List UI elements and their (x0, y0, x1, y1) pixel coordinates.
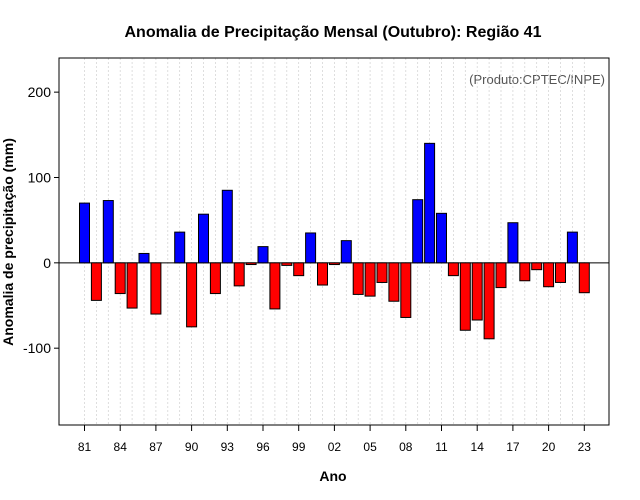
bar-1998 (281, 262, 293, 266)
bar-1984 (114, 262, 126, 295)
bar-2004 (352, 262, 364, 295)
bar-2011 (436, 212, 447, 264)
x-tick-label: 84 (114, 440, 128, 454)
bar-1992 (209, 262, 221, 295)
x-tick-label: 96 (256, 440, 270, 454)
bar-2003 (340, 240, 352, 264)
bar-2018 (519, 262, 531, 282)
x-tick-label: 87 (149, 440, 163, 454)
bar-2019 (531, 262, 543, 271)
x-axis: 81 84 87 90 93 96 99 02 05 08 11 14 17 20 23 (78, 425, 591, 454)
x-tick-label: 20 (542, 440, 556, 454)
bar-1983 (102, 200, 114, 264)
x-tick-label: 11 (435, 440, 448, 454)
x-tick-label: 17 (506, 440, 520, 454)
y-axis-label: Anomalia de precipitação (mm) (0, 138, 16, 346)
bar-2012 (447, 262, 459, 277)
bar-2016 (495, 262, 507, 289)
plot-frame (58, 57, 610, 426)
y-axis: -100 0 100 200 (23, 84, 59, 356)
bar-1999 (293, 262, 305, 277)
chart-title: Anomalia de Precipitação Mensal (Outubro… (125, 24, 542, 41)
x-tick-label: 08 (399, 440, 413, 454)
bars-group (79, 142, 590, 340)
bar-2008 (400, 262, 412, 318)
x-tick-label: 23 (578, 440, 592, 454)
bar-1991 (198, 213, 209, 264)
bar-1989 (174, 231, 186, 264)
credit-text: (Produto:CPTEC/INPE) (469, 72, 605, 87)
bar-2013 (459, 262, 471, 331)
bar-1996 (257, 246, 269, 264)
bar-2009 (412, 199, 424, 264)
bar-2020 (543, 262, 555, 288)
bar-1986 (138, 252, 150, 264)
bar-2005 (364, 262, 376, 297)
bar-2010 (424, 142, 436, 264)
bar-1994 (233, 262, 245, 287)
bar-1997 (269, 262, 281, 310)
bar-2001 (317, 262, 328, 286)
x-tick-label: 90 (185, 440, 199, 454)
bar-1993 (221, 189, 233, 264)
bar-2022 (566, 231, 578, 264)
y-tick-label: -100 (23, 340, 51, 356)
x-tick-label: 93 (221, 440, 235, 454)
x-tick-label: 05 (363, 440, 377, 454)
bar-1990 (186, 262, 198, 328)
bar-2014 (471, 262, 483, 321)
x-axis-label: Ano (319, 468, 346, 484)
bar-2000 (305, 232, 317, 264)
x-tick-label: 81 (78, 440, 92, 454)
bar-1987 (150, 262, 162, 315)
x-tick-label: 02 (328, 440, 342, 454)
bar-2006 (376, 262, 388, 283)
bar-2007 (388, 262, 400, 302)
y-tick-label: 200 (28, 84, 52, 100)
y-tick-label: 0 (43, 255, 51, 271)
bar-1981 (79, 202, 90, 264)
bar-2023 (578, 262, 590, 294)
bar-1982 (90, 262, 102, 301)
bar-1985 (126, 262, 138, 309)
bar-2002 (328, 262, 340, 266)
y-tick-label: 100 (28, 169, 52, 185)
bar-1995 (245, 262, 257, 266)
bar-2017 (507, 222, 519, 264)
grid-lines (84, 58, 585, 425)
bar-2021 (555, 262, 566, 283)
x-tick-label: 14 (471, 440, 485, 454)
bar-2015 (483, 262, 495, 340)
x-tick-label: 99 (292, 440, 306, 454)
